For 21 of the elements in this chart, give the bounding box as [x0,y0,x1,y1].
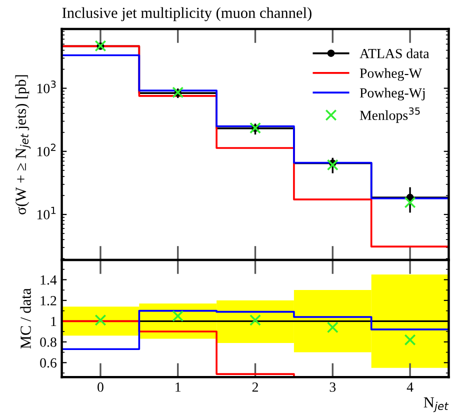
y-tick-label: 10$^{2}$ [37,144,56,156]
y-tick-label: 1 [51,316,56,326]
y-tick-label: 1.4 [40,275,57,285]
y-tick-label: 0.6 [40,358,57,368]
legend-label: Powheg-Wj [360,88,425,100]
x-tick-label: 0 [98,382,104,392]
x-tick-label: 3 [330,382,336,392]
x-tick-label: 4 [406,382,414,392]
y-tick-label: 1.2 [40,296,56,306]
y-axis-title: MC / data [20,288,31,349]
legend-label: ATLAS data [360,48,430,58]
y-axis-title: σ(W + ≥ N$_{jet}$ jets) [pb] [15,75,31,214]
y-tick-label: 10$^{1}$ [37,206,56,220]
y-tick-label: 10$^{3}$ [37,80,56,94]
y-tick-label: 0.8 [40,337,56,347]
x-tick-label: 1 [176,382,181,392]
x-tick-label: 2 [252,382,258,392]
legend-label: Menlops$^{35}$ [360,107,420,123]
x-axis-title: N$_{jet}$ [424,397,449,412]
chart-title: Inclusive jet multiplicity (muon channel) [62,7,312,22]
legend-label: Powheg-W [360,68,422,81]
